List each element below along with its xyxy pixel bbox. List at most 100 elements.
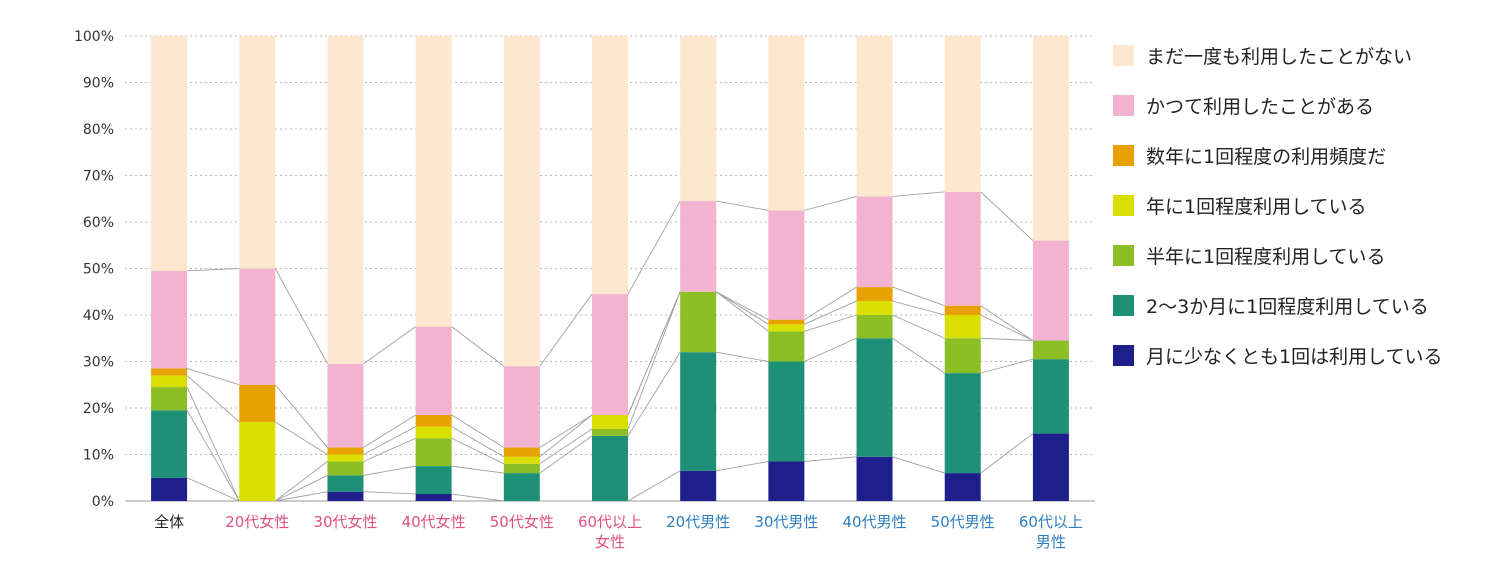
connector-line [804, 300, 857, 325]
legend-label: まだ一度も利用したことがない [1146, 45, 1413, 68]
bar-segment [151, 410, 188, 478]
x-tick-label: 女性 [595, 533, 625, 551]
connector-line [451, 426, 505, 458]
bar-segment [503, 447, 540, 457]
legend-swatch [1113, 244, 1134, 266]
bar-segment [944, 338, 981, 374]
connector-line [275, 475, 328, 502]
connector-line [892, 286, 945, 307]
legend-item: 2〜3か月に1回程度利用している [1113, 280, 1443, 330]
bar-segment [768, 324, 805, 332]
bar-segment [768, 461, 805, 501]
connector-line [980, 358, 1034, 374]
connector-line [892, 191, 945, 197]
bar-segment [239, 384, 276, 422]
bar-segment [1032, 433, 1069, 501]
bar-segment [592, 294, 628, 415]
connector-line [716, 461, 769, 472]
y-tick-label: 90% [83, 76, 114, 92]
connector-line [804, 337, 857, 362]
bar-segment [768, 36, 805, 211]
bar-segment [327, 363, 364, 448]
y-tick-label: 10% [83, 448, 114, 464]
x-tick-label: 男性 [1036, 533, 1066, 551]
bar-segment [503, 366, 540, 448]
legend-item: 半年に1回程度利用している [1113, 230, 1443, 280]
x-tick-label: 30代女性 [313, 513, 377, 531]
legend-label: 数年に1回程度の利用頻度だ [1146, 145, 1387, 168]
connector-line [186, 368, 240, 386]
legend-label: 半年に1回程度利用している [1146, 245, 1386, 268]
connector-line [363, 426, 416, 455]
legend-item: かつて利用したことがある [1113, 80, 1443, 130]
y-tick-label: 20% [83, 401, 114, 417]
bar-segment [239, 36, 276, 269]
legend-swatch [1113, 144, 1134, 166]
connector-line [363, 465, 416, 476]
bar-segment [680, 36, 717, 202]
connector-line [363, 437, 416, 462]
connector-line [274, 384, 328, 448]
y-tick-label: 80% [83, 122, 114, 138]
connector-line [275, 461, 328, 502]
bar-segment [151, 36, 188, 271]
legend-item: 月に少なくとも1回は利用している [1113, 330, 1443, 380]
connector-line [451, 493, 504, 502]
bar-segment [592, 428, 628, 436]
bar-segment [1032, 340, 1069, 360]
bar-segment [856, 301, 893, 315]
y-tick-label: 40% [83, 308, 114, 324]
bar-segment [856, 338, 893, 457]
bar-segment [151, 375, 188, 388]
connector-line [892, 300, 945, 316]
x-tick-label: 20代男性 [666, 513, 730, 531]
y-tick-label: 50% [83, 262, 114, 278]
bar-segment [151, 368, 188, 376]
bar-segment [1032, 36, 1069, 241]
bar-segment [151, 477, 188, 501]
connector-line [451, 326, 505, 367]
bar-segment [415, 326, 452, 415]
bar-segment [1032, 240, 1069, 341]
bar-segment [415, 414, 452, 427]
connector-line [716, 200, 769, 211]
connector-line [275, 421, 328, 455]
bar-segment [415, 426, 452, 439]
legend-item: 数年に1回程度の利用頻度だ [1113, 130, 1443, 180]
bar-segment [327, 36, 364, 364]
y-tick-label: 30% [83, 355, 114, 371]
legend-item: まだ一度も利用したことがない [1113, 30, 1443, 80]
connector-line [627, 291, 681, 430]
bar-segment [415, 466, 452, 495]
connector-line [363, 414, 416, 448]
connector-line [363, 326, 416, 365]
connector-line [804, 195, 857, 211]
legend-label: 2〜3か月に1回程度利用している [1146, 295, 1429, 318]
connector-line [274, 268, 328, 365]
bar-segment [856, 196, 893, 288]
bar-segment [327, 461, 364, 476]
bar-segment [327, 475, 364, 492]
y-tick-label: 100% [74, 29, 114, 45]
bar-segment [680, 291, 717, 353]
bar-segment [768, 319, 805, 325]
connector-line [627, 470, 681, 502]
bar-segment [856, 315, 893, 339]
connector-line [539, 435, 593, 474]
connector-line [980, 305, 1034, 341]
connector-line [186, 477, 240, 502]
bar-segment [503, 463, 540, 474]
connector-line [715, 291, 769, 325]
connector-line [627, 351, 681, 437]
connector-line [186, 410, 240, 502]
bar-segment [503, 36, 540, 367]
legend-label: かつて利用したことがある [1146, 95, 1375, 118]
bar-segment [856, 287, 893, 302]
bar-segment [592, 36, 628, 295]
connector-line [539, 428, 593, 465]
x-tick-label: 50代男性 [931, 513, 995, 531]
bar-segment [503, 456, 540, 464]
connector-line [892, 337, 945, 374]
connector-line [275, 491, 328, 502]
